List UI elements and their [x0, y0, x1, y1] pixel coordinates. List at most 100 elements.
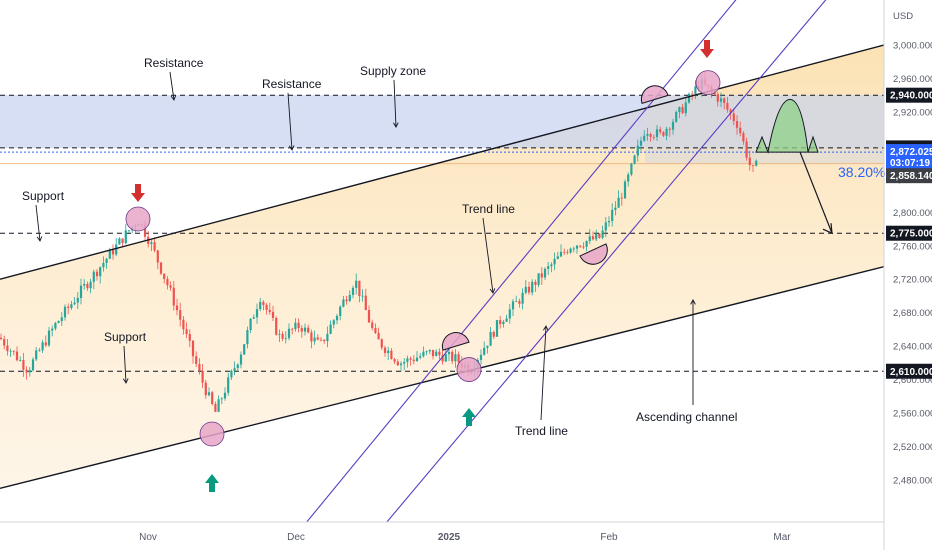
candle-body — [227, 377, 230, 393]
trend-line-upper[interactable] — [300, 0, 740, 530]
candle-body — [51, 328, 54, 331]
candle-body — [630, 163, 633, 175]
level-price-badge — [886, 225, 932, 241]
pointer-line — [482, 217, 494, 294]
candle-body — [431, 349, 435, 357]
candle-body — [751, 165, 755, 166]
candle-body — [435, 351, 438, 357]
pointer-line — [540, 325, 547, 421]
candle-body — [335, 315, 339, 321]
pointer-head — [393, 122, 399, 128]
pointer-line — [169, 71, 175, 101]
trend-line-label-1: Trend line — [462, 202, 515, 216]
candle-body — [169, 285, 172, 288]
candle-body — [185, 329, 188, 335]
candle-body — [223, 392, 227, 399]
candle-body — [620, 197, 623, 199]
time-tick-label: Feb — [600, 532, 618, 543]
pointer-head — [36, 236, 43, 242]
candle-body — [300, 328, 303, 332]
up-arrow-icon — [462, 408, 476, 426]
down-arrow-icon — [131, 184, 145, 202]
candle-body — [38, 350, 41, 352]
candle-body — [15, 351, 19, 361]
candle-body — [646, 134, 649, 136]
channel-lower-line[interactable] — [0, 266, 884, 490]
candle-body — [291, 328, 294, 330]
head-shoulders-pattern[interactable] — [755, 98, 819, 154]
price-tick-label: 2,720.000 — [893, 275, 932, 286]
trend-touch-marker — [441, 332, 470, 351]
candle-body — [262, 301, 265, 305]
trend-line-label-2: Trend line — [515, 424, 568, 438]
touch-marker[interactable] — [456, 357, 482, 382]
time-axis[interactable]: Nov Dec 2025 Feb Mar — [139, 532, 791, 543]
candle-body — [511, 301, 515, 310]
pointer-line — [123, 345, 127, 384]
candle-body — [662, 132, 665, 136]
candle-body — [339, 306, 342, 316]
candle-body — [99, 267, 102, 277]
candle-body — [569, 248, 572, 253]
candle-body — [278, 333, 281, 335]
candle-body — [195, 356, 198, 365]
projection-path[interactable] — [799, 151, 833, 234]
candle-body — [319, 339, 323, 341]
candle-body — [143, 224, 147, 237]
candle-body — [403, 361, 406, 364]
last-close-text: 2,858.140 — [890, 171, 932, 182]
candle-body — [399, 363, 403, 366]
candle-body — [412, 359, 415, 362]
down-arrow-icon — [700, 40, 714, 58]
candle-body — [553, 258, 556, 265]
candle-body — [159, 262, 163, 274]
candle-body — [614, 207, 617, 210]
touch-marker[interactable] — [695, 70, 721, 96]
candle-body — [108, 249, 111, 259]
candle-body — [332, 320, 335, 325]
price-tick-label: 2,800.000 — [893, 208, 932, 219]
candle-body — [358, 280, 361, 297]
candle-body — [617, 197, 620, 208]
candle-body — [287, 328, 291, 339]
candle-body — [3, 339, 6, 346]
channel-upper-line[interactable] — [0, 44, 884, 280]
candle-body — [716, 94, 719, 102]
pointer-line — [35, 204, 41, 242]
resistance-label-2: Resistance — [262, 77, 322, 91]
candle-body — [643, 135, 646, 141]
touch-marker[interactable] — [125, 206, 151, 232]
plot-area — [0, 0, 884, 530]
time-tick-label: Mar — [773, 532, 791, 543]
trend-line-lower[interactable] — [380, 0, 830, 530]
candle-body — [156, 250, 159, 263]
candle-body — [531, 281, 534, 293]
candle-body — [115, 244, 118, 255]
candle-body — [719, 98, 723, 102]
candle-body — [243, 344, 246, 355]
candle-body — [579, 245, 582, 247]
candle-body — [687, 93, 691, 103]
candle-body — [729, 109, 732, 114]
level-price-text: 2,775.000 — [890, 229, 932, 240]
candle-body — [454, 354, 457, 362]
current-price-text: 2,872.025 — [890, 147, 932, 158]
candle-body — [387, 350, 390, 354]
candle-body — [684, 102, 687, 114]
candle-body — [44, 342, 47, 346]
candle-body — [95, 271, 99, 277]
candle-body — [371, 322, 374, 329]
trend-touch-marker — [640, 85, 669, 105]
candle-body — [499, 320, 502, 325]
candlestick-series — [0, 72, 758, 413]
candle-body — [415, 357, 419, 362]
candle-body — [297, 322, 300, 329]
price-axis[interactable]: 3,000.0002,960.0002,920.0002,880.0002,84… — [893, 41, 932, 487]
touch-marker[interactable] — [199, 421, 225, 447]
candle-body — [396, 361, 399, 366]
candle-body — [9, 350, 12, 352]
candle-body — [191, 340, 195, 357]
candle-body — [598, 233, 601, 238]
candle-body — [735, 121, 739, 128]
